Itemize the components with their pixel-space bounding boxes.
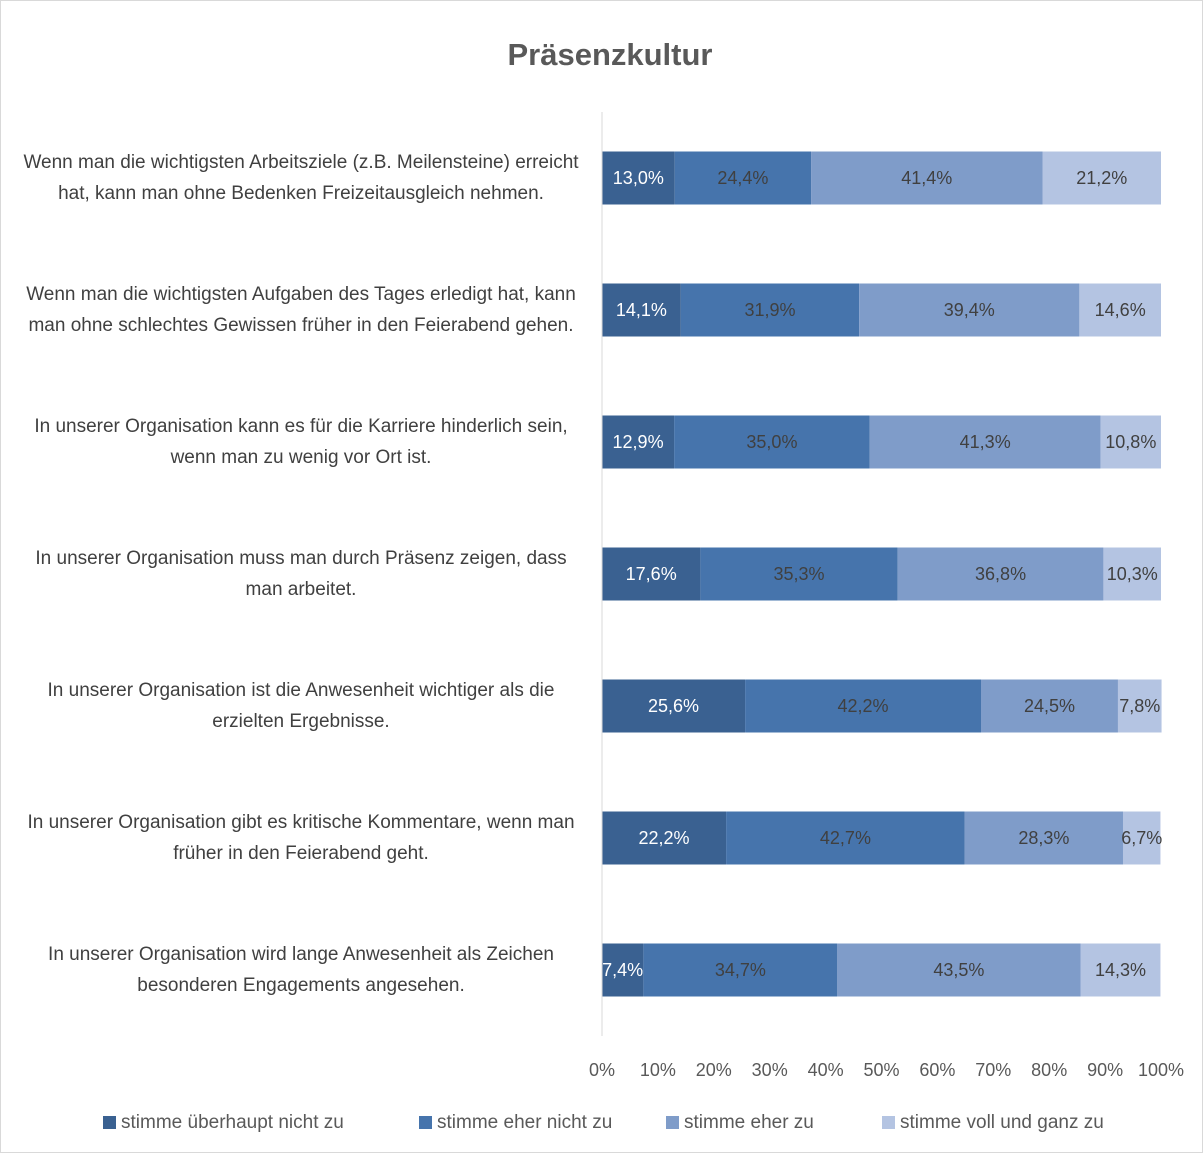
legend-label: stimme eher zu: [684, 1112, 814, 1133]
x-tick-label: 50%: [863, 1060, 899, 1080]
data-label: 7,8%: [1119, 696, 1160, 716]
bar-segment: [602, 679, 746, 733]
bar-segment: [602, 283, 681, 337]
category-label: In unserer Organisation muss man durch P…: [35, 548, 567, 600]
data-label: 41,4%: [901, 168, 952, 188]
bar-segment: [897, 547, 1104, 601]
data-label: 14,3%: [1095, 960, 1146, 980]
data-label: 35,0%: [746, 432, 797, 452]
x-tick-label: 90%: [1087, 1060, 1123, 1080]
data-label: 31,9%: [744, 300, 795, 320]
x-tick-label: 30%: [752, 1060, 788, 1080]
bar-segment: [643, 943, 838, 997]
bar-segment: [964, 811, 1123, 865]
data-label: 28,3%: [1018, 828, 1069, 848]
bar-segment: [811, 151, 1043, 205]
data-label: 25,6%: [648, 696, 699, 716]
category-label: In unserer Organisation ist die Anwesenh…: [47, 680, 555, 732]
bar-segment: [602, 415, 675, 469]
bar-segment: [726, 811, 965, 865]
x-tick-label: 0%: [589, 1060, 615, 1080]
bar-segment: [602, 943, 644, 997]
x-tick-label: 70%: [975, 1060, 1011, 1080]
data-label: 41,3%: [960, 432, 1011, 452]
x-tick-label: 100%: [1138, 1060, 1184, 1080]
legend-swatch: [419, 1116, 432, 1129]
bar-segment: [602, 151, 675, 205]
data-label: 12,9%: [613, 432, 664, 452]
data-label: 17,6%: [626, 564, 677, 584]
data-label: 10,8%: [1105, 432, 1156, 452]
data-label: 13,0%: [613, 168, 664, 188]
data-label: 24,4%: [717, 168, 768, 188]
data-label: 6,7%: [1121, 828, 1162, 848]
bar-segment: [1122, 811, 1161, 865]
data-label: 39,4%: [944, 300, 995, 320]
data-label: 22,2%: [639, 828, 690, 848]
bar-segment: [1100, 415, 1161, 469]
category-label: Wenn man die wichtigsten Arbeitsziele (z…: [23, 152, 579, 204]
bar-segment: [680, 283, 860, 337]
data-label: 42,2%: [838, 696, 889, 716]
category-label: Wenn man die wichtigsten Aufgaben des Ta…: [26, 284, 576, 336]
data-label: 24,5%: [1024, 696, 1075, 716]
category-label: In unserer Organisation wird lange Anwes…: [48, 944, 554, 996]
bar-segment: [674, 415, 870, 469]
category-label: In unserer Organisation kann es für die …: [34, 416, 568, 468]
x-tick-label: 60%: [919, 1060, 955, 1080]
chart-title: Präsenzkultur: [507, 37, 712, 72]
bar-segment: [837, 943, 1081, 997]
bar-segment: [1103, 547, 1161, 601]
data-label: 14,6%: [1095, 300, 1146, 320]
bar-segment: [1042, 151, 1161, 205]
bar-segment: [674, 151, 812, 205]
legend-swatch: [666, 1116, 679, 1129]
legend-label: stimme überhaupt nicht zu: [121, 1112, 344, 1133]
bar-segment: [1080, 943, 1161, 997]
data-label: 7,4%: [602, 960, 643, 980]
data-label: 21,2%: [1076, 168, 1127, 188]
bar-segment: [745, 679, 982, 733]
data-label: 43,5%: [933, 960, 984, 980]
category-label: In unserer Organisation gibt es kritisch…: [27, 812, 575, 864]
data-label: 35,3%: [774, 564, 825, 584]
x-tick-label: 10%: [640, 1060, 676, 1080]
data-label: 36,8%: [975, 564, 1026, 584]
x-tick-label: 40%: [808, 1060, 844, 1080]
bar-segment: [602, 547, 701, 601]
x-tick-label: 20%: [696, 1060, 732, 1080]
bar-segment: [859, 283, 1080, 337]
data-label: 42,7%: [820, 828, 871, 848]
data-label: 34,7%: [715, 960, 766, 980]
legend-label: stimme voll und ganz zu: [900, 1112, 1104, 1133]
bar-segment: [1117, 679, 1162, 733]
legend-swatch: [103, 1116, 116, 1129]
x-tick-label: 80%: [1031, 1060, 1067, 1080]
data-label: 10,3%: [1107, 564, 1158, 584]
bar-segment: [981, 679, 1118, 733]
legend-swatch: [882, 1116, 895, 1129]
data-label: 14,1%: [616, 300, 667, 320]
bar-segment: [869, 415, 1101, 469]
legend-label: stimme eher nicht zu: [437, 1112, 612, 1133]
bar-segment: [1079, 283, 1161, 337]
bar-segment: [700, 547, 898, 601]
bar-segment: [602, 811, 727, 865]
